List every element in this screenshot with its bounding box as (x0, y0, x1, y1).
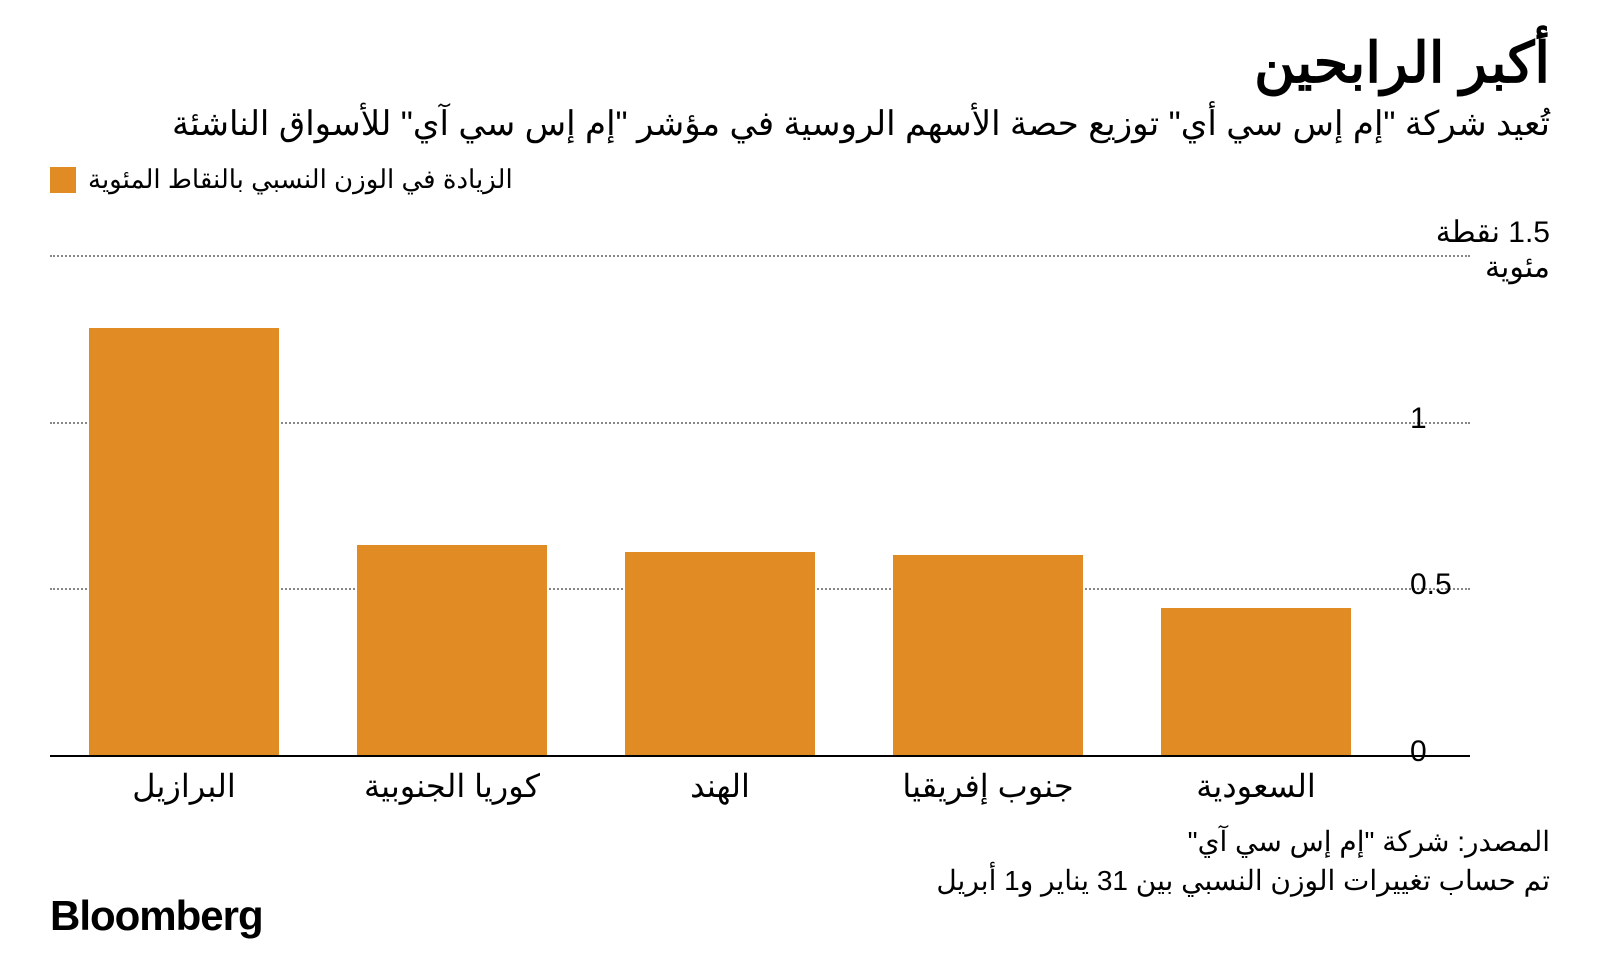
bar (1161, 608, 1351, 755)
note-text: تم حساب تغييرات الوزن النسبي بين 31 يناي… (50, 864, 1550, 897)
x-category-label: البرازيل (89, 767, 279, 805)
x-labels: السعودية جنوب إفريقيا الهند كوريا الجنوبية ا… (50, 767, 1390, 805)
chart-title: أكبر الرابحين (50, 30, 1550, 96)
source-text: المصدر: شركة "إم إس سي آي" (50, 825, 1550, 858)
bar-group (1161, 608, 1351, 755)
bar (89, 328, 279, 755)
chart-legend: الزيادة في الوزن النسبي بالنقاط المئوية (50, 164, 1550, 195)
bar-group (89, 328, 279, 755)
y-tick-label: 0 (1410, 735, 1427, 769)
chart-footer: المصدر: شركة "إم إس سي آي" تم حساب تغيير… (50, 825, 1550, 897)
baseline (50, 755, 1470, 757)
bars-area (50, 255, 1390, 755)
y-axis-unit-label: 1.5 نقطة مئوية (1400, 215, 1550, 285)
chart-subtitle: تُعيد شركة "إم إس سي أي" توزيع حصة الأسه… (50, 104, 1550, 144)
bar-group (893, 555, 1083, 755)
chart-container: أكبر الرابحين تُعيد شركة "إم إس سي أي" ت… (0, 0, 1600, 980)
bar (625, 552, 815, 755)
bar (893, 555, 1083, 755)
brand-logo: Bloomberg (50, 892, 263, 940)
plot-area: 1.5 نقطة مئوية00.51السعوديةجنوب إفريقياا… (50, 205, 1550, 815)
y-tick-label: 1 (1410, 402, 1427, 436)
bar-group (357, 545, 547, 755)
x-category-label: الهند (625, 767, 815, 805)
x-category-label: جنوب إفريقيا (893, 767, 1083, 805)
legend-label: الزيادة في الوزن النسبي بالنقاط المئوية (88, 164, 513, 195)
x-category-label: كوريا الجنوبية (357, 767, 547, 805)
bar-group (625, 552, 815, 755)
legend-swatch (50, 167, 76, 193)
x-category-label: السعودية (1161, 767, 1351, 805)
bar (357, 545, 547, 755)
y-tick-label: 0.5 (1410, 568, 1452, 602)
